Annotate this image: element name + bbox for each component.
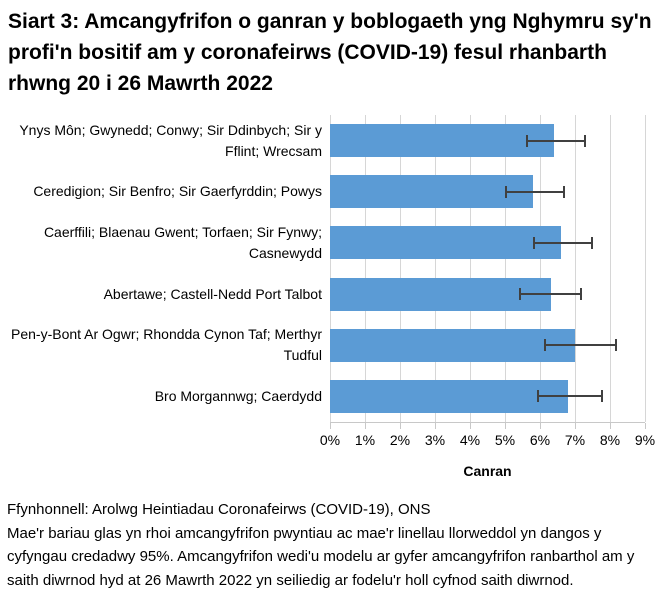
x-tick-label: 1% (354, 432, 376, 448)
gridline (610, 115, 611, 422)
y-axis-labels: Ynys Môn; Gwynedd; Conwy; Sir Ddinbych; … (0, 115, 322, 422)
x-tick-label: 9% (634, 432, 656, 448)
chart-title: Siart 3: Amcangyfrifon o ganran y boblog… (8, 10, 652, 95)
error-bar-cap (615, 339, 617, 352)
gridline (645, 115, 646, 422)
error-bar (519, 293, 582, 296)
error-bar (533, 241, 593, 244)
plot-area (330, 115, 646, 423)
error-bar-cap (543, 339, 546, 352)
category-label: Caerffili; Blaenau Gwent; Torfaen; Sir F… (43, 223, 322, 261)
note-text: Mae'r bariau glas yn rhoi amcangyfrifon … (7, 524, 635, 589)
gridline (540, 115, 541, 422)
x-tick-label: 3% (424, 432, 446, 448)
error-bar-cap (562, 185, 565, 198)
bar (330, 124, 554, 158)
error-bar (536, 395, 603, 398)
x-tick-label: 5% (494, 432, 516, 448)
category-label: Pen-y-Bont Ar Ogwr; Rhondda Cynon Taf; M… (11, 326, 322, 364)
source-text: Ffynhonnell: Arolwg Heintiadau Coronafei… (7, 501, 431, 518)
bar (330, 175, 533, 209)
bar (330, 277, 551, 311)
x-tick (575, 423, 576, 429)
x-tick-label: 7% (564, 432, 586, 448)
error-bar-cap (519, 288, 521, 301)
gridline (330, 115, 331, 422)
gridline (505, 115, 506, 422)
x-tick (505, 423, 506, 429)
error-bar-cap (590, 236, 593, 249)
bar (330, 379, 568, 413)
category-label: Ynys Môn; Gwynedd; Conwy; Sir Ddinbych; … (19, 121, 322, 159)
x-tick (645, 423, 646, 429)
category-label: Abertawe; Castell-Nedd Port Talbot (103, 285, 322, 302)
error-bar-cap (583, 134, 586, 147)
x-tick-label: 6% (529, 432, 551, 448)
error-bar (526, 139, 586, 142)
gridline (400, 115, 401, 422)
error-bar-cap (526, 134, 528, 147)
error-bar (543, 344, 617, 347)
x-tick (470, 423, 471, 429)
category-label: Bro Morgannwg; Caerdydd (154, 387, 322, 404)
x-tick-label: 4% (459, 432, 481, 448)
x-axis: 0% 1% 2% 3% 4% 5% 6% 7% 8% 9% (320, 423, 655, 483)
category-label: Ceredigion; Sir Benfro; Sir Gaerfyrddin;… (33, 183, 322, 200)
x-tick-label: 2% (389, 432, 411, 448)
error-bar-cap (580, 288, 582, 301)
x-tick (540, 423, 541, 429)
error-bar (505, 190, 565, 193)
x-tick (330, 423, 331, 429)
gridline (365, 115, 366, 422)
error-bar-cap (601, 390, 603, 403)
error-bar-cap (505, 185, 507, 198)
bar (330, 328, 575, 362)
x-tick-label: 0% (319, 432, 341, 448)
error-bar-cap (533, 236, 535, 249)
error-bar-cap (536, 390, 539, 403)
gridline (575, 115, 576, 422)
gridline (470, 115, 471, 422)
x-axis-title: Canran (463, 463, 512, 479)
x-tick (435, 423, 436, 429)
footer-notes: Ffynhonnell: Arolwg Heintiadau Coronafei… (7, 498, 659, 592)
gridline (435, 115, 436, 422)
bar (330, 226, 561, 260)
x-tick-label: 8% (599, 432, 621, 448)
x-tick (610, 423, 611, 429)
x-tick (365, 423, 366, 429)
x-tick (400, 423, 401, 429)
